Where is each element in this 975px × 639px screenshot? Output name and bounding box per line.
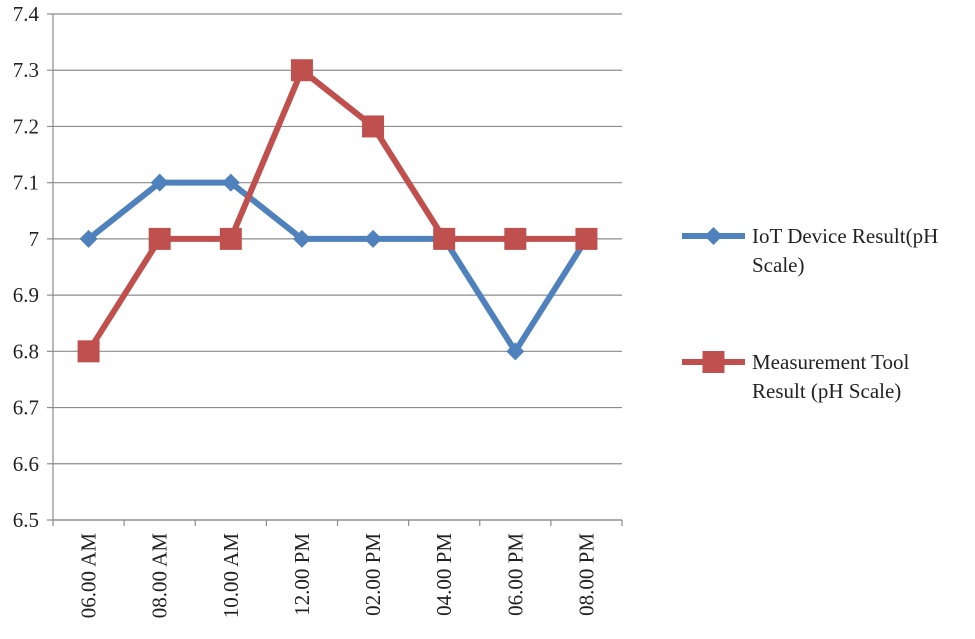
y-tick-label: 6.8 [13,339,39,363]
data-point [364,229,383,248]
series-2 [77,59,598,363]
x-tick-labels: 06.00 AM 08.00 AM 10.00 AM 12.00 PM 02.00 PM… [77,533,599,619]
data-point [77,340,100,363]
legend-label: IoT Device Result(pH [752,224,938,248]
axes [47,13,623,526]
x-tick-label: 04.00 PM [432,533,456,616]
legend-label: Scale) [752,253,804,277]
data-point [221,173,240,192]
data-point [575,227,598,250]
x-tick-label: 06.00 PM [503,533,527,616]
data-point [290,59,313,82]
gridlines [53,13,622,521]
data-point [150,173,169,192]
y-tick-label: 6.7 [13,396,39,420]
x-tick-label: 08.00 PM [574,533,598,616]
legend-label: Result (pH Scale) [752,379,901,403]
data-point [506,342,525,361]
x-tick-label: 08.00 AM [148,533,172,619]
y-tick-label: 7.2 [13,114,39,138]
y-tick-labels: 6.5 6.6 6.7 6.8 6.9 7 7.1 7.2 7.3 7.4 [13,2,40,532]
data-point [79,229,98,248]
y-tick-label: 6.5 [13,508,39,532]
series-1 [79,173,596,361]
data-point [504,227,527,250]
y-tick-label: 7.3 [13,58,39,82]
data-point [292,229,311,248]
legend-label: Measurement Tool [752,350,910,374]
x-tick-label: 02.00 PM [361,533,385,616]
legend-marker [704,227,723,245]
legend: IoT Device Result(pH Scale) Measurement To… [682,224,938,403]
y-tick-label: 7.4 [13,2,40,26]
data-point [148,227,171,250]
y-tick-label: 7 [29,227,40,251]
y-tick-label: 6.6 [13,452,39,476]
data-point [219,227,242,250]
data-point [433,227,456,250]
legend-entry-2: Measurement Tool Result (pH Scale) [682,350,910,403]
series-line [86,67,587,353]
series [77,59,598,363]
series-line [86,179,589,355]
data-point [362,115,385,138]
legend-entry-1: IoT Device Result(pH Scale) [682,224,938,277]
y-tick-label: 6.9 [13,283,39,307]
x-tick-label: 10.00 AM [219,533,243,619]
x-tick-label: 06.00 AM [77,533,101,619]
legend-marker [702,351,725,373]
x-tick-label: 12.00 PM [290,533,314,616]
y-tick-label: 7.1 [13,171,39,195]
